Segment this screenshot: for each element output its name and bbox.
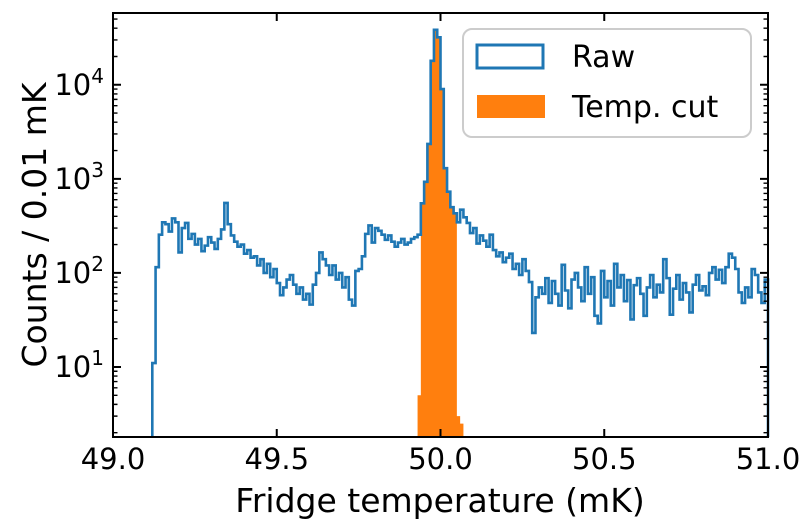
series-layer [151, 28, 770, 438]
x-axis-title: Fridge temperature (mK) [235, 481, 644, 520]
x-tick-label: 49.0 [81, 442, 146, 476]
minor-ticks [113, 18, 768, 434]
x-tick-label: 50.5 [572, 442, 637, 476]
x-tick-label: 51.0 [736, 442, 801, 476]
y-axis-title: Counts / 0.01 mK [15, 81, 54, 367]
legend-item-raw: Raw [475, 40, 635, 75]
legend-swatch-tempcut [477, 95, 545, 118]
axes-layer [112, 12, 769, 438]
legend-label-tempcut: Temp. cut [571, 90, 719, 125]
legend-label-raw: Raw [572, 40, 635, 75]
x-tick-label: 50.0 [408, 442, 473, 476]
legend-swatch-raw [475, 43, 545, 70]
raw-histogram-line [151, 28, 770, 437]
x-tick-label: 49.5 [245, 442, 310, 476]
tempcut-histogram-fill [417, 29, 464, 438]
y-tick-label: 103 [54, 158, 104, 196]
tick-marks [112, 13, 769, 437]
tick-labels: 49.0 49.5 50.0 50.5 51.0 101 102 103 104 [54, 64, 800, 476]
y-tick-label: 102 [54, 252, 104, 290]
y-tick-label: 104 [54, 64, 104, 102]
y-tick-label: 101 [54, 346, 104, 384]
legend: Raw Temp. cut [462, 28, 752, 138]
legend-item-tempcut: Temp. cut [477, 90, 719, 125]
